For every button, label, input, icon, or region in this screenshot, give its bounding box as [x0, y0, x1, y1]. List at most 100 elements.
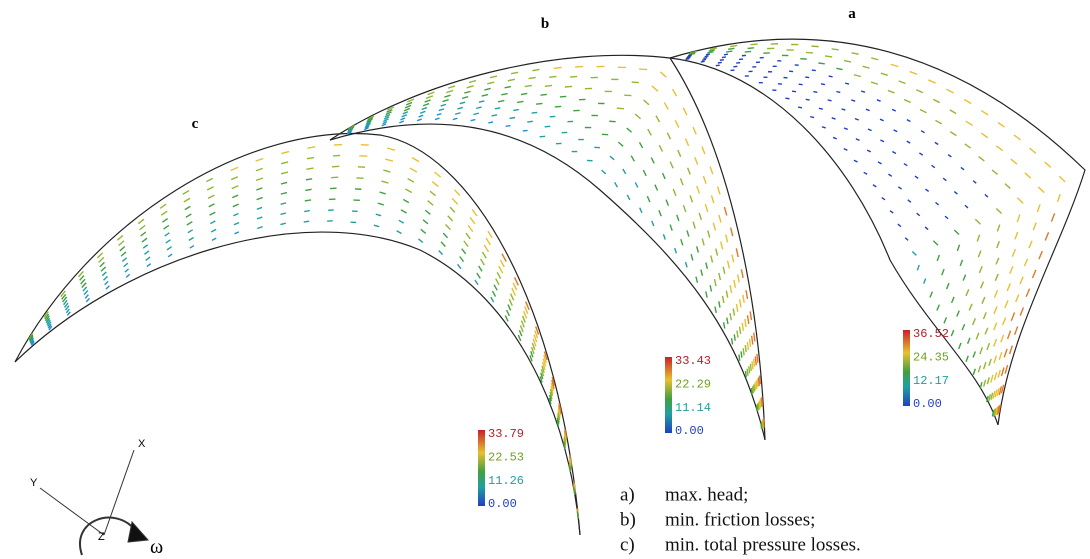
vector — [471, 120, 476, 121]
vector — [707, 52, 713, 53]
vector — [752, 361, 753, 369]
vector — [444, 95, 450, 97]
vector — [554, 67, 562, 68]
vector — [84, 291, 88, 295]
vector — [635, 182, 637, 187]
vector — [183, 191, 189, 195]
vector — [973, 181, 976, 184]
vector — [521, 93, 527, 94]
vector — [1015, 232, 1018, 239]
legend-key: b) — [620, 509, 636, 530]
vector — [1029, 241, 1032, 248]
vector — [960, 260, 962, 266]
vector — [384, 117, 389, 119]
vector — [462, 97, 468, 99]
vector — [957, 245, 959, 251]
vector — [479, 101, 484, 102]
vector — [405, 105, 411, 107]
vector — [749, 366, 750, 373]
vector — [81, 279, 85, 284]
vector — [683, 205, 685, 212]
colorbar — [903, 330, 910, 406]
vector — [785, 98, 789, 99]
vector — [211, 229, 216, 232]
vector — [1017, 198, 1023, 204]
axis-label: X — [138, 438, 146, 450]
vector — [281, 213, 286, 214]
vector — [664, 102, 668, 109]
vector — [482, 95, 488, 96]
vector — [908, 200, 911, 202]
velocity-vectors — [29, 44, 1065, 519]
vector — [683, 108, 687, 115]
vector — [711, 195, 713, 203]
vector — [905, 238, 908, 241]
vector — [86, 298, 89, 302]
axis-label: ω — [150, 536, 163, 558]
axis-label: Y — [30, 477, 38, 489]
vector — [924, 278, 926, 283]
vector — [518, 335, 520, 341]
vector — [697, 246, 699, 252]
vector — [513, 283, 516, 290]
vector — [401, 118, 405, 120]
vector — [792, 91, 796, 92]
vector — [490, 76, 497, 78]
vector — [545, 85, 552, 86]
vector — [1026, 289, 1029, 297]
vector — [842, 109, 846, 110]
vector — [119, 241, 124, 246]
vector — [994, 290, 997, 297]
vector — [189, 237, 194, 240]
vector — [425, 100, 431, 102]
vector — [142, 238, 147, 242]
vector — [432, 182, 438, 187]
vector — [383, 170, 390, 172]
vector — [728, 261, 730, 269]
vector — [935, 120, 941, 124]
vector — [871, 58, 878, 60]
vector — [907, 141, 910, 143]
vector — [464, 241, 468, 247]
vector — [565, 86, 572, 87]
vector — [738, 275, 740, 283]
vector — [408, 179, 414, 183]
vector — [1020, 307, 1023, 315]
vector — [529, 77, 536, 78]
vector — [428, 92, 435, 94]
colorbar-label: 11.14 — [675, 401, 711, 415]
vector — [1033, 223, 1036, 230]
vector — [916, 90, 923, 93]
vector — [508, 305, 511, 311]
vector — [981, 111, 988, 115]
legend-key: a) — [620, 484, 635, 505]
vector — [702, 59, 706, 60]
vector — [510, 118, 516, 119]
vector — [854, 75, 861, 77]
vector — [1037, 204, 1040, 212]
vector — [957, 311, 959, 317]
vector — [919, 153, 922, 155]
vector — [892, 151, 895, 153]
vector — [920, 110, 926, 113]
vector — [574, 488, 575, 494]
vector — [497, 272, 500, 278]
vector — [525, 85, 532, 86]
vector — [747, 369, 748, 376]
vector — [980, 382, 982, 388]
vector — [281, 162, 288, 164]
vector — [85, 295, 88, 299]
vector — [492, 291, 495, 297]
vector — [140, 225, 146, 229]
vector — [1017, 214, 1020, 222]
figure: c b a 33.7922.5311.260.0033.4322.2911.14… — [0, 0, 1090, 559]
vector — [673, 189, 676, 196]
vector — [977, 235, 979, 242]
vector — [730, 313, 731, 320]
vector — [680, 178, 683, 185]
vector — [710, 166, 713, 174]
vector — [496, 279, 499, 285]
vector — [1002, 367, 1004, 375]
vector — [973, 352, 975, 358]
vector — [954, 230, 959, 234]
